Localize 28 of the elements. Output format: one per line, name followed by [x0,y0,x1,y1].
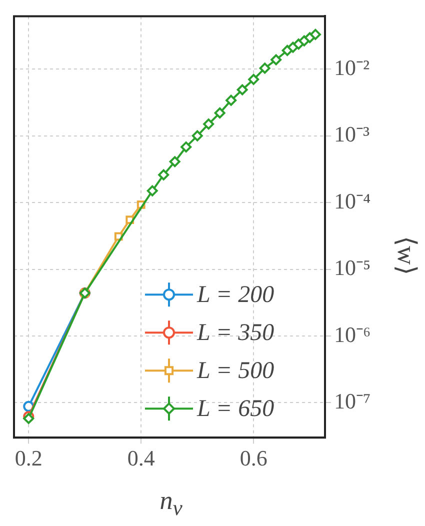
y-tick-label: 10⁻⁶ [334,322,371,347]
point [248,74,260,85]
point [192,130,203,142]
legend-label: L = 650 [196,396,274,422]
x-tick-label: 0.6 [240,446,268,471]
y-tick-label: 10⁻³ [334,122,370,147]
y-tick-label: 10⁻² [334,54,370,80]
point [146,185,158,196]
y-tick-label: 10⁻⁵ [334,255,371,280]
point [203,118,214,130]
legend-label: L = 500 [196,358,274,384]
x-tick-label: 0.4 [127,446,155,471]
x-tick-label: 0.2 [14,446,42,471]
point [214,107,226,118]
y-axis-title: ⟨w⟩ [391,236,422,275]
point [180,141,192,152]
point [236,84,248,96]
y-tick-label: 10⁻⁴ [334,188,371,214]
point [310,28,321,40]
legend-label: L = 350 [196,320,274,346]
point [169,156,180,168]
point [226,94,237,106]
x-axis-title: n$_{v}$ [158,486,184,522]
y-tick-label: 10⁻⁷ [334,388,371,414]
point [270,54,282,66]
point [158,169,170,180]
legend-label: L = 200 [196,282,274,308]
point [259,62,270,74]
